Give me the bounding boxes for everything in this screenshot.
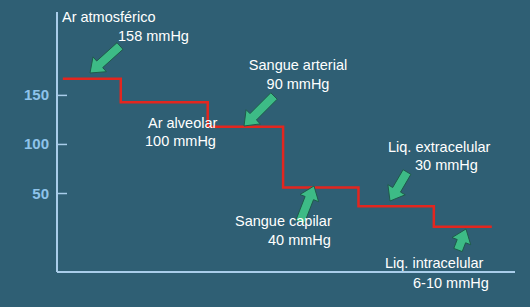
y-tick-label: 50 bbox=[32, 185, 49, 202]
annotation-text: Ar alveolar bbox=[148, 115, 217, 131]
annotation-text: 158 mmHg bbox=[118, 28, 189, 44]
annotation-text: 90 mmHg bbox=[267, 76, 330, 92]
step-line bbox=[63, 79, 492, 227]
arrow bbox=[90, 43, 123, 73]
annotation-text: 6-10 mmHg bbox=[413, 275, 489, 291]
plot-area bbox=[63, 79, 492, 227]
y-tick bbox=[57, 144, 67, 146]
annotation-text: Liq. intracelular bbox=[385, 255, 483, 271]
y-axis bbox=[56, 12, 58, 272]
annotation-text: 30 mmHg bbox=[415, 157, 478, 173]
annotation-text: Sangue arterial bbox=[249, 57, 347, 73]
arrow bbox=[388, 170, 411, 201]
arrow bbox=[244, 93, 277, 126]
annotation-text: Sangue capilar bbox=[235, 213, 332, 229]
annotation-text: 100 mmHg bbox=[145, 133, 216, 149]
x-axis bbox=[57, 271, 515, 273]
y-tick bbox=[57, 95, 67, 97]
annotation-text: 40 mmHg bbox=[268, 232, 331, 248]
y-tick-label: 100 bbox=[24, 135, 49, 152]
arrow bbox=[452, 229, 471, 252]
background bbox=[0, 0, 530, 307]
y-tick-label: 150 bbox=[24, 86, 49, 103]
chart: 50 100 150 Ar atmosférico 158 mmHg Ar alveola… bbox=[0, 0, 530, 307]
annotation-text: Ar atmosférico bbox=[62, 9, 155, 25]
y-tick bbox=[57, 193, 67, 195]
annotation-text: Liq. extracelular bbox=[388, 139, 491, 155]
